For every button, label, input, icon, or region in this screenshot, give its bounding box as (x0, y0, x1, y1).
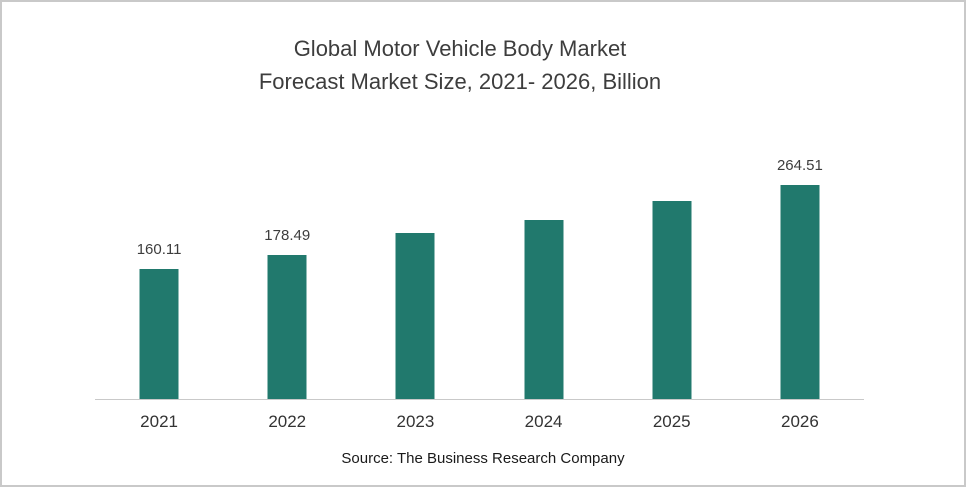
bar-slot-2026: 264.51 (736, 140, 864, 399)
chart-title-line2: Forecast Market Size, 2021- 2026, Billio… (258, 69, 662, 94)
bar-slot-2023 (351, 140, 479, 399)
x-axis-label-2022: 2022 (268, 412, 307, 431)
bar-2026 (780, 184, 820, 399)
x-axis-label-2023: 2023 (396, 412, 435, 431)
bar-value-label-2021: 160.11 (136, 241, 182, 259)
plot-area: 160.11 178.49 264.51 (95, 140, 864, 400)
bar-value-label-2022: 178.49 (264, 226, 311, 244)
x-axis-label-2025: 2025 (652, 412, 691, 431)
bar-2025 (652, 200, 692, 399)
bar-slot-2021: 160.11 (95, 140, 223, 399)
bar-2024 (524, 219, 564, 399)
bar-value-label-2026: 264.51 (776, 156, 823, 174)
x-axis-label-2024: 2024 (524, 412, 563, 431)
bar-2021 (139, 269, 179, 399)
x-axis-label-2026: 2026 (780, 412, 819, 431)
x-axis-label-2021: 2021 (140, 412, 178, 431)
bar-slot-2022: 178.49 (223, 140, 351, 399)
chart-title-line1: Global Motor Vehicle Body Market (293, 36, 627, 61)
chart-title: Global Motor Vehicle Body Market Forecas… (2, 32, 918, 98)
x-axis: 2021 2022 2023 2024 2025 2026 (95, 412, 864, 436)
source-caption: Source: The Business Research Company (341, 450, 625, 467)
bar-slot-2025 (608, 140, 736, 399)
bar-slot-2024 (480, 140, 608, 399)
bar-2022 (267, 254, 307, 399)
bar-2023 (395, 233, 435, 399)
